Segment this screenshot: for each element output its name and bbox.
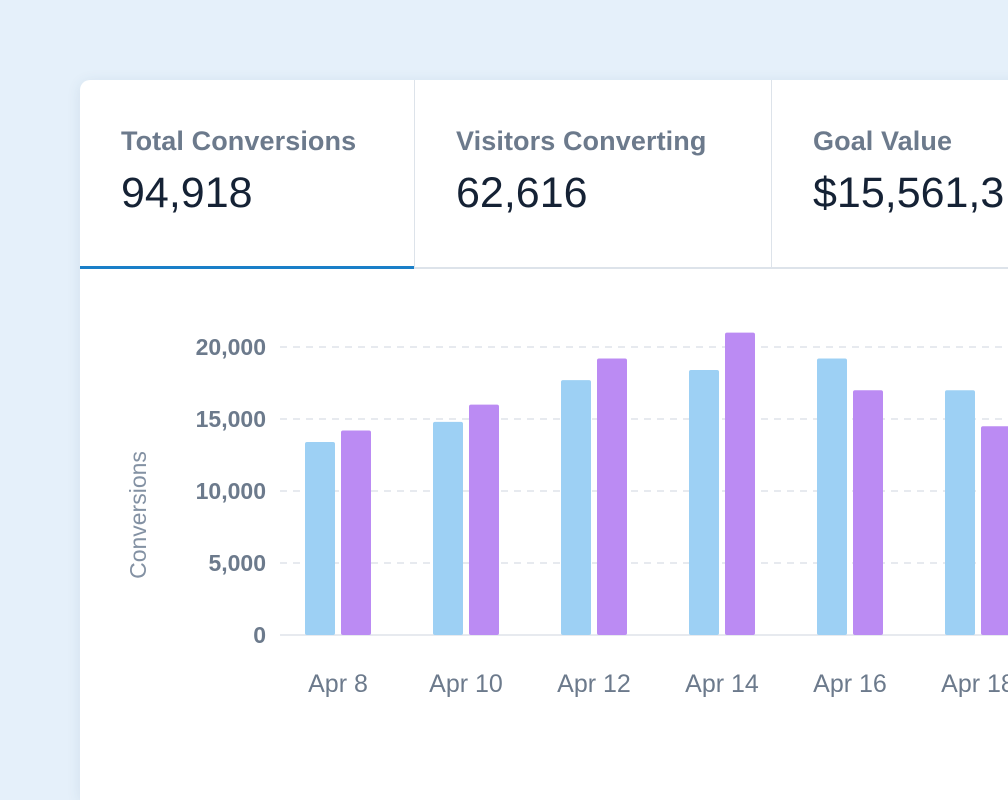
bar[interactable] xyxy=(725,332,755,635)
bar[interactable] xyxy=(433,421,463,635)
tab-goal-value[interactable]: Goal Value $15,561,3 xyxy=(772,80,1008,267)
tab-value: 62,616 xyxy=(456,169,588,217)
x-tick-label: Apr 8 xyxy=(308,670,368,698)
bar[interactable] xyxy=(469,404,499,635)
x-tick-label: Apr 14 xyxy=(685,670,759,698)
bar[interactable] xyxy=(945,390,975,635)
bar[interactable] xyxy=(981,426,1008,635)
bar[interactable] xyxy=(341,430,371,635)
conversions-card: Total Conversions 94,918 Visitors Conver… xyxy=(80,80,1008,800)
y-axis-label: Conversions xyxy=(125,451,151,579)
x-tick-label: Apr 18 xyxy=(941,670,1008,698)
bar[interactable] xyxy=(853,390,883,635)
metric-tabs: Total Conversions 94,918 Visitors Conver… xyxy=(80,80,1008,269)
x-tick-label: Apr 16 xyxy=(813,670,887,698)
y-tick-label: 20,000 xyxy=(196,334,266,360)
y-tick-label: 15,000 xyxy=(196,406,266,432)
tab-label: Goal Value xyxy=(813,126,953,156)
tab-value: $15,561,3 xyxy=(813,169,1005,217)
bar[interactable] xyxy=(305,442,335,635)
y-tick-label: 10,000 xyxy=(196,478,266,504)
bar[interactable] xyxy=(597,358,627,635)
bar[interactable] xyxy=(561,380,591,635)
bar[interactable] xyxy=(817,358,847,635)
x-axis-ticks: Apr 8 Apr 10 Apr 12 Apr 14 Apr 16 Apr 18 xyxy=(308,670,1008,698)
y-tick-label: 0 xyxy=(253,622,266,648)
active-tab-indicator xyxy=(80,266,414,269)
x-tick-label: Apr 10 xyxy=(429,670,503,698)
grid-lines xyxy=(280,346,1008,636)
tab-value: 94,918 xyxy=(121,169,253,217)
bar[interactable] xyxy=(689,370,719,635)
tab-visitors-converting[interactable]: Visitors Converting 62,616 xyxy=(415,80,772,267)
x-tick-label: Apr 12 xyxy=(557,670,631,698)
y-axis-ticks: 0 5,000 10,000 15,000 20,000 xyxy=(196,334,266,648)
bars xyxy=(305,332,1008,635)
tab-label: Visitors Converting xyxy=(456,126,707,156)
y-tick-label: 5,000 xyxy=(208,550,266,576)
tab-total-conversions[interactable]: Total Conversions 94,918 xyxy=(80,80,415,269)
tab-label: Total Conversions xyxy=(121,126,357,156)
